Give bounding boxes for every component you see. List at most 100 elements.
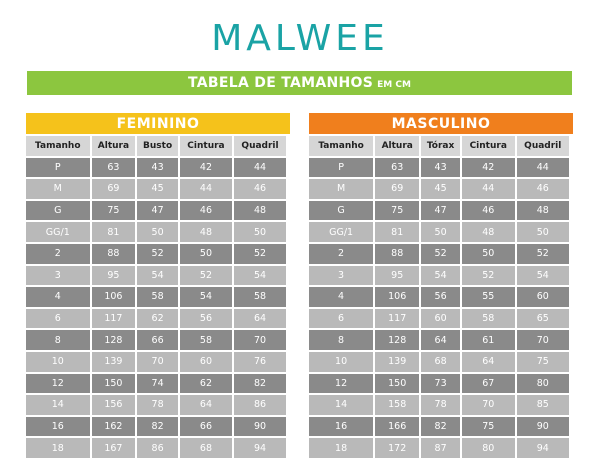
measurement-cell: 70 <box>461 395 515 415</box>
measurement-cell: 75 <box>461 416 515 437</box>
measurement-cell: 65 <box>516 308 569 329</box>
table-row: 10 139 70 60 76 <box>26 351 286 372</box>
size-cell: P <box>26 157 90 178</box>
table-row: GG/1 81 50 48 50 <box>26 222 286 242</box>
measurement-cell: 48 <box>234 200 286 221</box>
measurement-cell: 50 <box>461 243 515 264</box>
masculino-header: MASCULINO <box>309 113 573 134</box>
size-cell: G <box>26 200 90 221</box>
measurement-cell: 88 <box>375 243 420 264</box>
measurement-cell: 52 <box>421 243 460 264</box>
measurement-cell: 172 <box>375 438 420 458</box>
measurement-cell: 90 <box>516 416 569 437</box>
measurement-cell: 88 <box>91 243 136 264</box>
measurement-cell: 48 <box>516 200 569 221</box>
measurement-cell: 75 <box>91 200 136 221</box>
measurement-cell: 55 <box>461 287 515 307</box>
measurement-cell: 87 <box>421 438 460 458</box>
table-row: 6 117 60 58 65 <box>309 308 569 329</box>
table-row: 12 150 74 62 82 <box>26 373 286 394</box>
measurement-cell: 48 <box>461 222 515 242</box>
measurement-cell: 139 <box>375 351 420 372</box>
measurement-cell: 46 <box>179 200 233 221</box>
measurement-cell: 60 <box>516 287 569 307</box>
measurement-cell: 106 <box>91 287 136 307</box>
measurement-cell: 95 <box>375 265 420 286</box>
measurement-cell: 43 <box>421 157 460 178</box>
measurement-cell: 46 <box>234 179 286 199</box>
masculino-table: Tamanho Altura Tórax Cintura Quadril P 63 43 42… <box>307 134 571 460</box>
size-cell: 14 <box>309 395 374 415</box>
table-row: 12 150 73 67 80 <box>309 373 569 394</box>
measurement-cell: 78 <box>137 395 178 415</box>
measurement-cell: 86 <box>137 438 178 458</box>
measurement-cell: 61 <box>461 330 515 350</box>
measurement-cell: 73 <box>421 373 460 394</box>
measurement-cell: 64 <box>234 308 286 329</box>
measurement-cell: 44 <box>461 179 515 199</box>
measurement-cell: 60 <box>421 308 460 329</box>
measurement-cell: 45 <box>137 179 178 199</box>
measurement-cell: 58 <box>461 308 515 329</box>
measurement-cell: 94 <box>516 438 569 458</box>
measurement-cell: 68 <box>421 351 460 372</box>
banner-unit: EM CM <box>377 79 411 90</box>
measurement-cell: 42 <box>179 157 233 178</box>
measurement-cell: 82 <box>421 416 460 437</box>
measurement-cell: 70 <box>516 330 569 350</box>
measurement-cell: 43 <box>137 157 178 178</box>
measurement-cell: 54 <box>516 265 569 286</box>
measurement-cell: 117 <box>375 308 420 329</box>
measurement-cell: 81 <box>375 222 420 242</box>
measurement-cell: 60 <box>179 351 233 372</box>
table-row: 3 95 54 52 54 <box>26 265 286 286</box>
measurement-cell: 54 <box>234 265 286 286</box>
size-cell: 16 <box>309 416 374 437</box>
masculino-column-header: Cintura <box>461 136 515 156</box>
size-cell: 3 <box>26 265 90 286</box>
table-row: 2 88 52 50 52 <box>309 243 569 264</box>
measurement-cell: 86 <box>234 395 286 415</box>
brand-logo: MALWEE <box>0 16 600 60</box>
size-cell: 8 <box>309 330 374 350</box>
measurement-cell: 47 <box>137 200 178 221</box>
measurement-cell: 54 <box>421 265 460 286</box>
measurement-cell: 64 <box>421 330 460 350</box>
table-row: G 75 47 46 48 <box>309 200 569 221</box>
table-row: 4 106 56 55 60 <box>309 287 569 307</box>
size-cell: 6 <box>26 308 90 329</box>
measurement-cell: 156 <box>91 395 136 415</box>
table-row: M 69 45 44 46 <box>309 179 569 199</box>
measurement-cell: 58 <box>179 330 233 350</box>
measurement-cell: 44 <box>179 179 233 199</box>
measurement-cell: 52 <box>137 243 178 264</box>
measurement-cell: 75 <box>516 351 569 372</box>
size-cell: 18 <box>309 438 374 458</box>
measurement-cell: 162 <box>91 416 136 437</box>
size-chart-banner: TABELA DE TAMANHOS EM CM <box>27 71 572 95</box>
masculino-table-block: MASCULINO Tamanho Altura Tórax Cintura Quadr… <box>309 113 573 460</box>
measurement-cell: 82 <box>137 416 178 437</box>
measurement-cell: 42 <box>461 157 515 178</box>
measurement-cell: 95 <box>91 265 136 286</box>
measurement-cell: 52 <box>461 265 515 286</box>
measurement-cell: 50 <box>234 222 286 242</box>
brand-name: MALWEE <box>211 17 389 59</box>
size-cell: 12 <box>26 373 90 394</box>
measurement-cell: 76 <box>234 351 286 372</box>
size-cell: 18 <box>26 438 90 458</box>
table-row: 14 156 78 64 86 <box>26 395 286 415</box>
measurement-cell: 69 <box>91 179 136 199</box>
measurement-cell: 150 <box>375 373 420 394</box>
measurement-cell: 50 <box>421 222 460 242</box>
size-cell: 2 <box>309 243 374 264</box>
size-cell: 10 <box>26 351 90 372</box>
measurement-cell: 64 <box>179 395 233 415</box>
measurement-cell: 74 <box>137 373 178 394</box>
size-cell: 4 <box>26 287 90 307</box>
measurement-cell: 70 <box>234 330 286 350</box>
measurement-cell: 63 <box>375 157 420 178</box>
measurement-cell: 82 <box>234 373 286 394</box>
feminino-column-header: Tamanho <box>26 136 90 156</box>
table-row: 6 117 62 56 64 <box>26 308 286 329</box>
